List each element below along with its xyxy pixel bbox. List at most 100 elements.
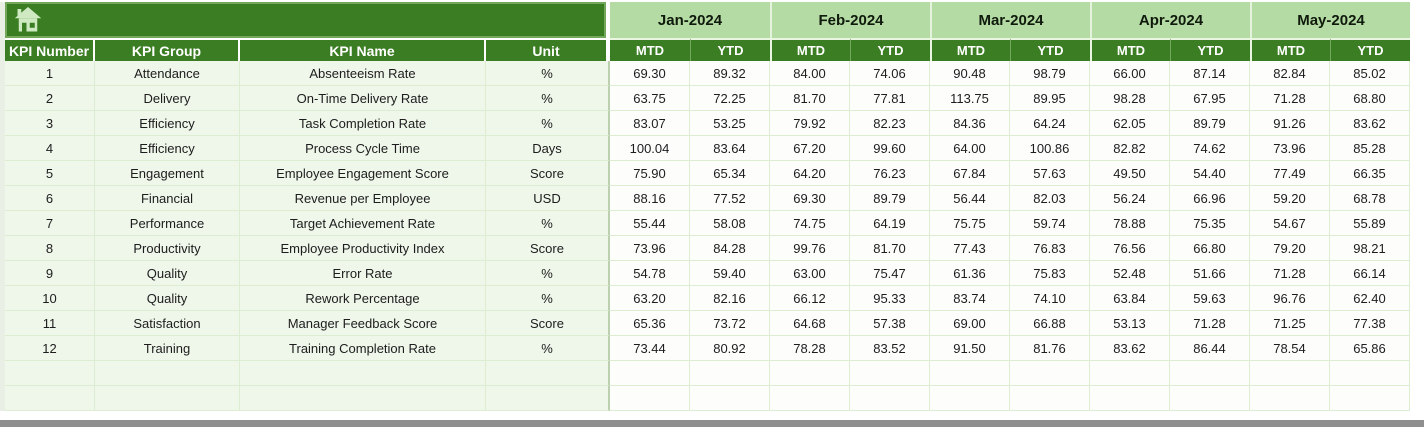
value-cell[interactable]: 75.35 (1170, 211, 1250, 236)
value-cell[interactable]: 68.80 (1330, 86, 1410, 111)
sub-header-may-ytd[interactable]: YTD (1330, 38, 1410, 61)
value-cell[interactable]: 63.84 (1090, 286, 1170, 311)
value-cell[interactable]: 68.78 (1330, 186, 1410, 211)
value-cell[interactable]: 83.07 (610, 111, 690, 136)
value-cell[interactable]: 72.25 (690, 86, 770, 111)
sub-header-may-mtd[interactable]: MTD (1250, 38, 1330, 61)
kpi-number-cell[interactable] (5, 386, 95, 411)
value-cell[interactable]: 76.23 (850, 161, 930, 186)
unit-cell[interactable]: Score (486, 161, 610, 186)
value-cell[interactable]: 81.76 (1010, 336, 1090, 361)
value-cell[interactable]: 71.28 (1170, 311, 1250, 336)
value-cell[interactable]: 75.47 (850, 261, 930, 286)
sub-header-mar-ytd[interactable]: YTD (1010, 38, 1090, 61)
value-cell[interactable]: 79.92 (770, 111, 850, 136)
value-cell[interactable]: 66.00 (1090, 61, 1170, 86)
value-cell[interactable] (770, 386, 850, 411)
value-cell[interactable]: 71.28 (1250, 86, 1330, 111)
value-cell[interactable]: 66.88 (1010, 311, 1090, 336)
value-cell[interactable]: 82.03 (1010, 186, 1090, 211)
value-cell[interactable] (690, 361, 770, 386)
month-header-may[interactable]: May-2024 (1250, 2, 1410, 38)
value-cell[interactable] (850, 386, 930, 411)
value-cell[interactable]: 54.40 (1170, 161, 1250, 186)
value-cell[interactable]: 84.36 (930, 111, 1010, 136)
value-cell[interactable]: 67.20 (770, 136, 850, 161)
unit-cell[interactable] (486, 386, 610, 411)
value-cell[interactable]: 98.21 (1330, 236, 1410, 261)
kpi-group-cell[interactable]: Productivity (95, 236, 240, 261)
kpi-group-cell[interactable]: Delivery (95, 86, 240, 111)
value-cell[interactable]: 69.30 (770, 186, 850, 211)
value-cell[interactable]: 78.28 (770, 336, 850, 361)
value-cell[interactable]: 64.20 (770, 161, 850, 186)
value-cell[interactable] (690, 386, 770, 411)
value-cell[interactable]: 99.60 (850, 136, 930, 161)
col-header-kpi-number[interactable]: KPI Number (5, 38, 95, 61)
value-cell[interactable]: 89.79 (850, 186, 930, 211)
kpi-group-cell[interactable]: Efficiency (95, 136, 240, 161)
sub-header-apr-ytd[interactable]: YTD (1170, 38, 1250, 61)
value-cell[interactable]: 81.70 (770, 86, 850, 111)
value-cell[interactable]: 63.00 (770, 261, 850, 286)
unit-cell[interactable]: % (486, 336, 610, 361)
kpi-group-cell[interactable]: Training (95, 336, 240, 361)
kpi-name-cell[interactable]: On-Time Delivery Rate (240, 86, 486, 111)
value-cell[interactable] (930, 386, 1010, 411)
value-cell[interactable] (1330, 386, 1410, 411)
sub-header-mar-mtd[interactable]: MTD (930, 38, 1010, 61)
unit-cell[interactable] (486, 361, 610, 386)
value-cell[interactable] (1170, 386, 1250, 411)
value-cell[interactable]: 90.48 (930, 61, 1010, 86)
kpi-group-cell[interactable]: Satisfaction (95, 311, 240, 336)
value-cell[interactable]: 71.25 (1250, 311, 1330, 336)
kpi-name-cell[interactable]: Revenue per Employee (240, 186, 486, 211)
value-cell[interactable] (930, 361, 1010, 386)
col-header-kpi-group[interactable]: KPI Group (95, 38, 240, 61)
value-cell[interactable]: 75.90 (610, 161, 690, 186)
value-cell[interactable]: 91.50 (930, 336, 1010, 361)
value-cell[interactable]: 73.96 (1250, 136, 1330, 161)
value-cell[interactable] (1250, 361, 1330, 386)
kpi-number-cell[interactable]: 3 (5, 111, 95, 136)
unit-cell[interactable]: USD (486, 186, 610, 211)
kpi-name-cell[interactable]: Employee Productivity Index (240, 236, 486, 261)
kpi-number-cell[interactable]: 11 (5, 311, 95, 336)
value-cell[interactable] (850, 361, 930, 386)
value-cell[interactable]: 77.49 (1250, 161, 1330, 186)
value-cell[interactable]: 71.28 (1250, 261, 1330, 286)
value-cell[interactable]: 113.75 (930, 86, 1010, 111)
value-cell[interactable]: 82.82 (1090, 136, 1170, 161)
value-cell[interactable]: 81.70 (850, 236, 930, 261)
kpi-group-cell[interactable]: Efficiency (95, 111, 240, 136)
unit-cell[interactable]: % (486, 211, 610, 236)
value-cell[interactable]: 89.95 (1010, 86, 1090, 111)
value-cell[interactable]: 83.64 (690, 136, 770, 161)
value-cell[interactable] (770, 361, 850, 386)
value-cell[interactable]: 74.75 (770, 211, 850, 236)
value-cell[interactable]: 59.40 (690, 261, 770, 286)
value-cell[interactable]: 77.38 (1330, 311, 1410, 336)
value-cell[interactable]: 79.20 (1250, 236, 1330, 261)
unit-cell[interactable]: % (486, 61, 610, 86)
value-cell[interactable]: 83.62 (1090, 336, 1170, 361)
kpi-number-cell[interactable]: 7 (5, 211, 95, 236)
kpi-name-cell[interactable]: Process Cycle Time (240, 136, 486, 161)
value-cell[interactable]: 66.96 (1170, 186, 1250, 211)
col-header-kpi-name[interactable]: KPI Name (240, 38, 486, 61)
value-cell[interactable]: 96.76 (1250, 286, 1330, 311)
value-cell[interactable]: 59.63 (1170, 286, 1250, 311)
value-cell[interactable]: 74.62 (1170, 136, 1250, 161)
kpi-name-cell[interactable] (240, 386, 486, 411)
kpi-name-cell[interactable]: Rework Percentage (240, 286, 486, 311)
value-cell[interactable]: 98.28 (1090, 86, 1170, 111)
value-cell[interactable]: 66.35 (1330, 161, 1410, 186)
kpi-name-cell[interactable]: Manager Feedback Score (240, 311, 486, 336)
month-header-feb[interactable]: Feb-2024 (770, 2, 930, 38)
value-cell[interactable]: 53.13 (1090, 311, 1170, 336)
value-cell[interactable]: 73.96 (610, 236, 690, 261)
value-cell[interactable]: 82.16 (690, 286, 770, 311)
value-cell[interactable]: 62.05 (1090, 111, 1170, 136)
value-cell[interactable]: 83.74 (930, 286, 1010, 311)
kpi-group-cell[interactable]: Engagement (95, 161, 240, 186)
